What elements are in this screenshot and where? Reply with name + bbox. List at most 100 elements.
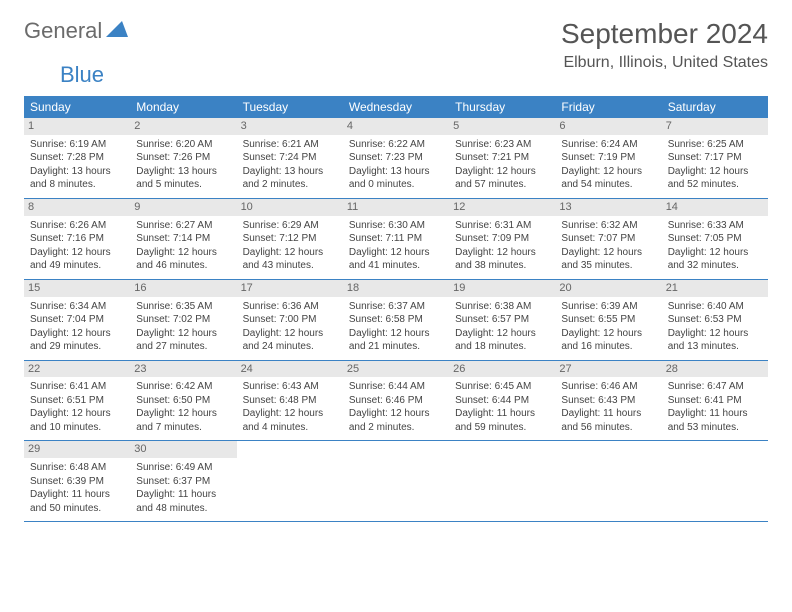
day-cell: 7 Sunrise: 6:25 AMSunset: 7:17 PMDaylight… bbox=[662, 118, 768, 198]
day-cell: 25 Sunrise: 6:44 AMSunset: 6:46 PMDayligh… bbox=[343, 361, 449, 441]
day-details: Sunrise: 6:38 AMSunset: 6:57 PMDaylight:… bbox=[455, 300, 549, 354]
day-cell: 27 Sunrise: 6:46 AMSunset: 6:43 PMDayligh… bbox=[555, 361, 661, 441]
day-number: 28 bbox=[662, 361, 768, 378]
day-details: Sunrise: 6:21 AMSunset: 7:24 PMDaylight:… bbox=[243, 138, 337, 192]
day-details: Sunrise: 6:47 AMSunset: 6:41 PMDaylight:… bbox=[668, 380, 762, 434]
day-details: Sunrise: 6:46 AMSunset: 6:43 PMDaylight:… bbox=[561, 380, 655, 434]
day-cell: 30 Sunrise: 6:49 AMSunset: 6:37 PMDayligh… bbox=[130, 441, 236, 521]
day-number: 23 bbox=[130, 361, 236, 378]
day-details: Sunrise: 6:23 AMSunset: 7:21 PMDaylight:… bbox=[455, 138, 549, 192]
day-number: 1 bbox=[24, 118, 130, 135]
week-row: 1 Sunrise: 6:19 AMSunset: 7:28 PMDaylight… bbox=[24, 118, 768, 199]
day-details: Sunrise: 6:40 AMSunset: 6:53 PMDaylight:… bbox=[668, 300, 762, 354]
day-number: 30 bbox=[130, 441, 236, 458]
weekday-header-row: SundayMondayTuesdayWednesdayThursdayFrid… bbox=[24, 96, 768, 118]
calendar: SundayMondayTuesdayWednesdayThursdayFrid… bbox=[24, 96, 768, 522]
day-number: 26 bbox=[449, 361, 555, 378]
day-number: 24 bbox=[237, 361, 343, 378]
weekday-friday: Friday bbox=[555, 96, 661, 118]
day-details: Sunrise: 6:45 AMSunset: 6:44 PMDaylight:… bbox=[455, 380, 549, 434]
day-number: 13 bbox=[555, 199, 661, 216]
day-details: Sunrise: 6:37 AMSunset: 6:58 PMDaylight:… bbox=[349, 300, 443, 354]
day-number: 2 bbox=[130, 118, 236, 135]
day-details: Sunrise: 6:20 AMSunset: 7:26 PMDaylight:… bbox=[136, 138, 230, 192]
day-number: 7 bbox=[662, 118, 768, 135]
weekday-monday: Monday bbox=[130, 96, 236, 118]
day-cell: 15Sunrise: 6:34 AMSunset: 7:04 PMDayligh… bbox=[24, 280, 130, 360]
day-number: 20 bbox=[555, 280, 661, 297]
day-number: 8 bbox=[24, 199, 130, 216]
day-cell: 18 Sunrise: 6:37 AMSunset: 6:58 PMDayligh… bbox=[343, 280, 449, 360]
day-details: Sunrise: 6:41 AMSunset: 6:51 PMDaylight:… bbox=[30, 380, 124, 434]
day-cell: 22 Sunrise: 6:41 AMSunset: 6:51 PMDayligh… bbox=[24, 361, 130, 441]
day-cell: 28 Sunrise: 6:47 AMSunset: 6:41 PMDayligh… bbox=[662, 361, 768, 441]
weekday-thursday: Thursday bbox=[449, 96, 555, 118]
day-number: 21 bbox=[662, 280, 768, 297]
logo: General bbox=[24, 18, 130, 44]
weekday-tuesday: Tuesday bbox=[237, 96, 343, 118]
day-details: Sunrise: 6:32 AMSunset: 7:07 PMDaylight:… bbox=[561, 219, 655, 273]
page-title: September 2024 bbox=[561, 18, 768, 50]
day-details: Sunrise: 6:39 AMSunset: 6:55 PMDaylight:… bbox=[561, 300, 655, 354]
day-cell: 11 Sunrise: 6:30 AMSunset: 7:11 PMDayligh… bbox=[343, 199, 449, 279]
day-cell: 8 Sunrise: 6:26 AMSunset: 7:16 PMDaylight… bbox=[24, 199, 130, 279]
day-number: 14 bbox=[662, 199, 768, 216]
day-number: 10 bbox=[237, 199, 343, 216]
week-row: 29 Sunrise: 6:48 AMSunset: 6:39 PMDayligh… bbox=[24, 441, 768, 522]
day-details: Sunrise: 6:25 AMSunset: 7:17 PMDaylight:… bbox=[668, 138, 762, 192]
day-number: 15 bbox=[24, 280, 130, 297]
day-number: 16 bbox=[130, 280, 236, 297]
day-number: 4 bbox=[343, 118, 449, 135]
day-details: Sunrise: 6:22 AMSunset: 7:23 PMDaylight:… bbox=[349, 138, 443, 192]
day-details: Sunrise: 6:29 AMSunset: 7:12 PMDaylight:… bbox=[243, 219, 337, 273]
day-cell: . bbox=[343, 441, 449, 521]
location-text: Elburn, Illinois, United States bbox=[561, 54, 768, 72]
day-details: Sunrise: 6:44 AMSunset: 6:46 PMDaylight:… bbox=[349, 380, 443, 434]
day-number: 25 bbox=[343, 361, 449, 378]
day-cell: . bbox=[237, 441, 343, 521]
day-details: Sunrise: 6:31 AMSunset: 7:09 PMDaylight:… bbox=[455, 219, 549, 273]
day-number: 27 bbox=[555, 361, 661, 378]
weekday-wednesday: Wednesday bbox=[343, 96, 449, 118]
title-block: September 2024 Elburn, Illinois, United … bbox=[561, 18, 768, 72]
day-details: Sunrise: 6:19 AMSunset: 7:28 PMDaylight:… bbox=[30, 138, 124, 192]
week-row: 8 Sunrise: 6:26 AMSunset: 7:16 PMDaylight… bbox=[24, 199, 768, 280]
day-number: 6 bbox=[555, 118, 661, 135]
day-details: Sunrise: 6:24 AMSunset: 7:19 PMDaylight:… bbox=[561, 138, 655, 192]
day-cell: 10 Sunrise: 6:29 AMSunset: 7:12 PMDayligh… bbox=[237, 199, 343, 279]
day-cell: 26 Sunrise: 6:45 AMSunset: 6:44 PMDayligh… bbox=[449, 361, 555, 441]
day-number: 18 bbox=[343, 280, 449, 297]
day-number: 9 bbox=[130, 199, 236, 216]
day-cell: 20 Sunrise: 6:39 AMSunset: 6:55 PMDayligh… bbox=[555, 280, 661, 360]
day-number: 12 bbox=[449, 199, 555, 216]
day-details: Sunrise: 6:35 AMSunset: 7:02 PMDaylight:… bbox=[136, 300, 230, 354]
weekday-saturday: Saturday bbox=[662, 96, 768, 118]
day-details: Sunrise: 6:36 AMSunset: 7:00 PMDaylight:… bbox=[243, 300, 337, 354]
day-cell: 17 Sunrise: 6:36 AMSunset: 7:00 PMDayligh… bbox=[237, 280, 343, 360]
day-number: 3 bbox=[237, 118, 343, 135]
day-number: 29 bbox=[24, 441, 130, 458]
day-cell: 5 Sunrise: 6:23 AMSunset: 7:21 PMDaylight… bbox=[449, 118, 555, 198]
day-number: 11 bbox=[343, 199, 449, 216]
day-details: Sunrise: 6:30 AMSunset: 7:11 PMDaylight:… bbox=[349, 219, 443, 273]
day-number: 17 bbox=[237, 280, 343, 297]
logo-word2: Blue bbox=[60, 62, 104, 87]
day-cell: 14 Sunrise: 6:33 AMSunset: 7:05 PMDayligh… bbox=[662, 199, 768, 279]
day-cell: . bbox=[555, 441, 661, 521]
day-cell: 16 Sunrise: 6:35 AMSunset: 7:02 PMDayligh… bbox=[130, 280, 236, 360]
day-details: Sunrise: 6:33 AMSunset: 7:05 PMDaylight:… bbox=[668, 219, 762, 273]
day-cell: 2 Sunrise: 6:20 AMSunset: 7:26 PMDaylight… bbox=[130, 118, 236, 198]
day-details: Sunrise: 6:27 AMSunset: 7:14 PMDaylight:… bbox=[136, 219, 230, 273]
day-cell: 29 Sunrise: 6:48 AMSunset: 6:39 PMDayligh… bbox=[24, 441, 130, 521]
day-cell: 23Sunrise: 6:42 AMSunset: 6:50 PMDayligh… bbox=[130, 361, 236, 441]
day-cell: 6 Sunrise: 6:24 AMSunset: 7:19 PMDaylight… bbox=[555, 118, 661, 198]
day-number: 5 bbox=[449, 118, 555, 135]
week-row: 22 Sunrise: 6:41 AMSunset: 6:51 PMDayligh… bbox=[24, 361, 768, 442]
day-details: Sunrise: 6:49 AMSunset: 6:37 PMDaylight:… bbox=[136, 461, 230, 515]
day-cell: 19 Sunrise: 6:38 AMSunset: 6:57 PMDayligh… bbox=[449, 280, 555, 360]
day-number: 19 bbox=[449, 280, 555, 297]
day-details: Sunrise: 6:48 AMSunset: 6:39 PMDaylight:… bbox=[30, 461, 124, 515]
day-cell: 21 Sunrise: 6:40 AMSunset: 6:53 PMDayligh… bbox=[662, 280, 768, 360]
day-details: Sunrise: 6:26 AMSunset: 7:16 PMDaylight:… bbox=[30, 219, 124, 273]
day-number: 22 bbox=[24, 361, 130, 378]
